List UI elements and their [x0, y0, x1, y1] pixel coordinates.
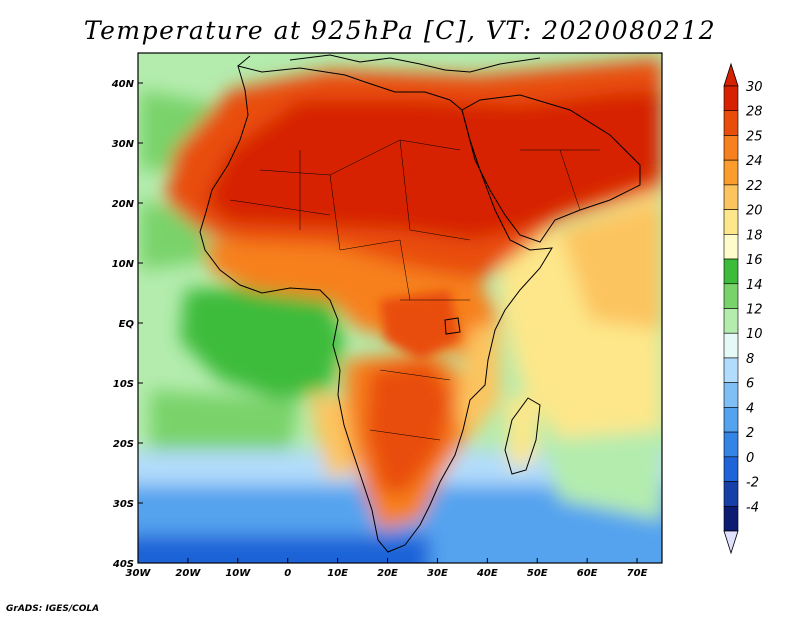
colorbar-swatch [723, 382, 739, 408]
temperature-field [138, 53, 662, 563]
latitude-axis: 40N 30N 20N 10N EQ 10S 20S 30S 40S [111, 79, 143, 570]
field-arabian-sea-orange [560, 200, 662, 330]
lat-tick-label: 10N [112, 259, 135, 270]
lat-tick-label: 40N [111, 79, 135, 90]
lon-tick-label: 30W [126, 568, 152, 579]
lon-tick-label: 70E [627, 568, 648, 579]
colorbar-label: -4 [746, 500, 759, 515]
lake-victoria [444, 317, 461, 335]
coastlines [199, 54, 641, 553]
colorbar-swatch [723, 85, 739, 112]
colorbar-label: 28 [746, 105, 763, 120]
longitude-axis: 30W 20W 10W 0 10E 20E 30E 40E 50E 60E 70E [126, 558, 648, 579]
country-borders [229, 139, 600, 441]
colorbar-label: 0 [746, 451, 754, 466]
field-atlantic-green [180, 287, 345, 400]
chart-title: Temperature at 925hPa [C], VT: 202008021… [83, 16, 717, 45]
colorbar-under-triangle [723, 530, 739, 555]
colorbar-swatch [723, 184, 739, 210]
colorbar-label: 24 [746, 154, 763, 169]
lon-tick-label: 40E [476, 568, 498, 579]
colorbar-label: 22 [746, 179, 763, 194]
field-indian-south-light [540, 430, 662, 520]
colorbar-swatch [723, 456, 739, 482]
colorbar-label: 8 [746, 352, 754, 367]
lat-tick-label: 20N [112, 199, 135, 210]
colorbar-label: 18 [746, 228, 763, 243]
colorbar-label: 2 [746, 426, 754, 441]
lon-tick-label: 60E [577, 568, 598, 579]
lat-tick-label: 30S [113, 499, 134, 510]
field-far-south-band [138, 535, 430, 563]
colorbar-label: 10 [746, 327, 763, 342]
lon-tick-label: 20W [175, 568, 201, 579]
colorbar-swatch [723, 110, 739, 136]
colorbar-swatch [723, 481, 739, 507]
lon-tick-label: 20E [377, 568, 398, 579]
colorbar-swatch [723, 332, 739, 359]
field-congo-hotspots [380, 290, 460, 360]
colorbar-over-triangle [723, 62, 739, 87]
lat-tick-label: 40S [112, 559, 134, 570]
lon-tick-label: 10E [327, 568, 348, 579]
colorbar-label: 4 [746, 401, 754, 416]
lon-tick-label: 0 [284, 568, 291, 579]
colorbar-swatch [723, 159, 739, 186]
lon-tick-label: 50E [527, 568, 548, 579]
colorbar-swatch [723, 357, 739, 383]
colorbar-swatch [723, 505, 739, 532]
lat-tick-label: EQ [119, 319, 135, 330]
colorbar-swatch [723, 283, 739, 309]
colorbar-swatch [723, 407, 739, 433]
lat-tick-label: 30N [112, 139, 135, 150]
field-sahara-hot [205, 90, 662, 240]
lon-tick-label: 10W [225, 568, 251, 579]
mediterranean-north-coast [237, 54, 541, 73]
field-south-atlantic-green [150, 390, 300, 450]
colorbar-swatch [723, 209, 739, 235]
colorbar-label: 30 [746, 80, 763, 95]
field-east-africa-orange [455, 320, 500, 440]
colorbar-label: -2 [746, 476, 759, 491]
field-namibia-coast-light [310, 390, 355, 480]
colorbar-label: 14 [746, 278, 763, 293]
colorbar-label: 12 [746, 303, 763, 318]
colorbar-swatch [723, 135, 739, 161]
colorbar-label: 6 [746, 377, 754, 392]
lat-tick-label: 20S [113, 439, 134, 450]
plot-frame [137, 52, 663, 564]
colorbar-swatch [723, 234, 739, 260]
lat-tick-label: 10S [113, 379, 134, 390]
colorbar-label: 25 [746, 129, 763, 144]
arabia-coastline [461, 94, 641, 243]
lon-tick-label: 30E [427, 568, 448, 579]
credit-text: GrADS: IGES/COLA [6, 604, 100, 614]
colorbar-swatch [723, 431, 739, 458]
colorbar-swatch [723, 308, 739, 334]
field-southern-africa-warm [365, 360, 455, 495]
madagascar-coastline [504, 397, 541, 475]
colorbar-swatch [723, 258, 739, 285]
colorbar-label: 20 [746, 204, 763, 219]
colorbar-label: 16 [746, 253, 763, 268]
field-madagascar-warm [505, 390, 540, 470]
